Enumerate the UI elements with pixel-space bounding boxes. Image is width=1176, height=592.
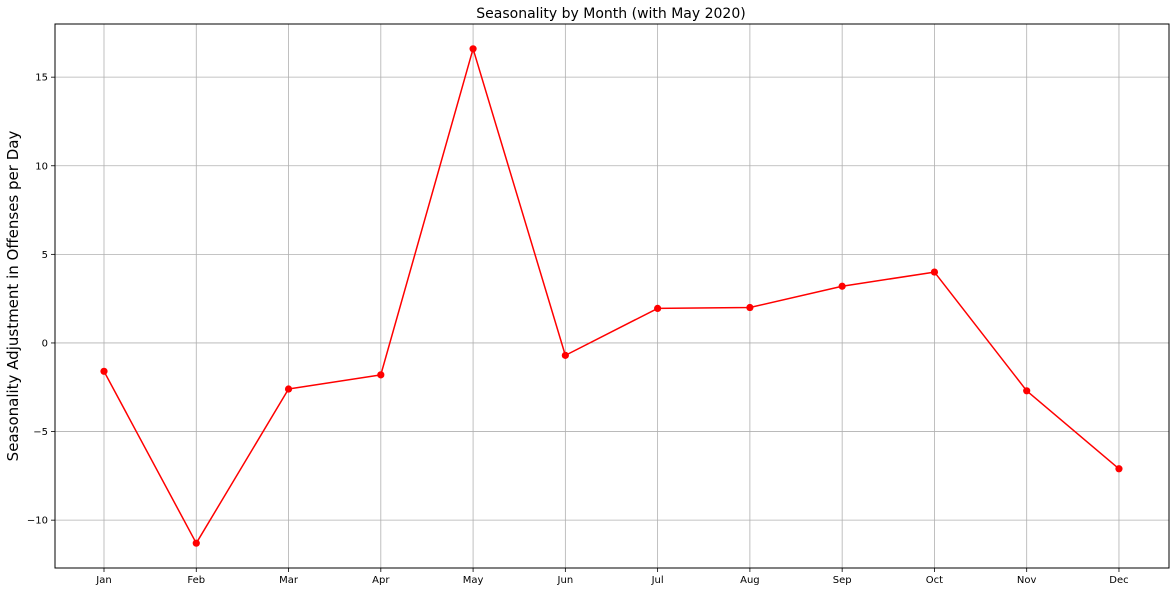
x-tick-label: Dec [1109,575,1128,586]
x-axis: Jan Feb Mar Apr May Jun Jul Aug Sep Oct Nov Dec [95,568,1129,586]
plot-frame [54,23,1170,569]
y-axis: −10 −5 0 5 10 15 [27,73,55,527]
series-group [100,45,1123,547]
data-point-jan [100,367,108,375]
x-tick-label: May [463,575,484,586]
x-tick-label: Jun [557,575,574,586]
x-tick-label: Apr [372,575,390,586]
y-tick-label: 0 [42,338,48,349]
data-point-nov [1023,387,1031,395]
grid-lines [55,24,1169,568]
data-point-apr [377,371,385,379]
data-point-may [469,45,477,53]
x-tick-label: Jul [651,575,664,586]
data-point-aug [746,303,754,312]
y-tick-label: −10 [27,516,48,527]
series-line [103,48,1120,544]
chart-title: Seasonality by Month (with May 2020) [476,6,745,22]
x-tick-label: Sep [833,575,852,586]
data-point-mar [284,385,293,393]
data-point-oct [930,268,939,276]
data-point-sep [838,282,846,290]
y-tick-label: 5 [42,250,48,261]
data-point-jul [654,304,662,313]
data-point-jun [561,351,569,359]
y-axis-label: Seasonality Adjustment in Offenses per D… [4,131,22,462]
x-tick-label: Nov [1017,575,1037,586]
x-tick-label: Aug [740,575,760,586]
x-tick-label: Jan [95,575,111,586]
data-point-feb [192,539,200,547]
y-tick-label: 10 [35,161,48,172]
x-tick-label: Feb [187,575,205,586]
x-tick-label: Mar [279,575,299,586]
y-tick-label: −5 [33,427,48,438]
data-point-dec [1115,465,1123,473]
x-tick-label: Oct [926,575,943,586]
y-tick-label: 15 [35,73,48,84]
